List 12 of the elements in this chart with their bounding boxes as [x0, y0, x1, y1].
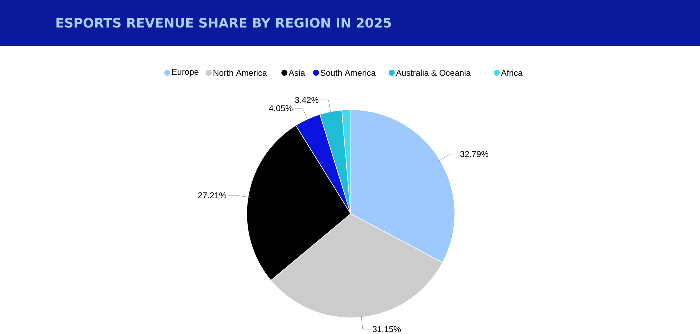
legend-label: Europe [172, 69, 199, 77]
legend-label: North America [214, 70, 268, 76]
data-label: 3.42% [295, 97, 319, 104]
data-label: 31.15% [372, 326, 402, 332]
legend-label: South America [320, 70, 376, 76]
legend-label: Australia & Oceania [396, 70, 471, 76]
data-label: 32.79% [460, 151, 489, 158]
chart-title: ESPORTS REVENUE SHARE BY REGION IN 2025 [56, 18, 392, 28]
data-label: 4.05% [269, 106, 293, 112]
data-label: 27.21% [198, 192, 226, 199]
legend-label: Asia [288, 70, 306, 76]
legend-label: Africa [501, 70, 523, 76]
